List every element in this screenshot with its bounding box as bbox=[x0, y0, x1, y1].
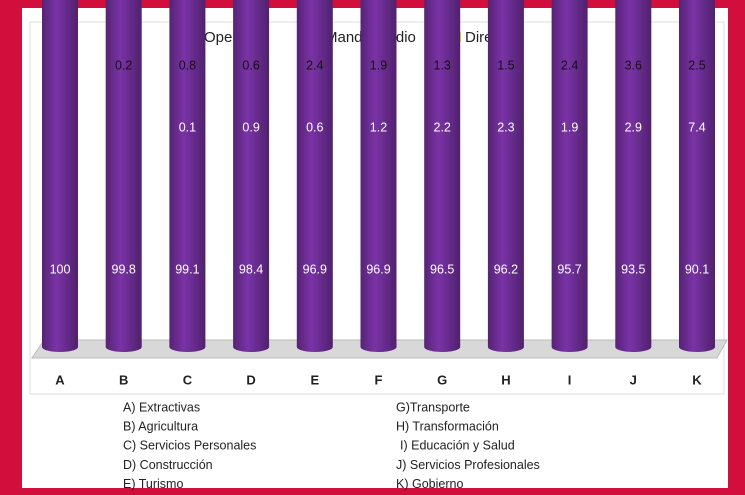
value-label: 2.9 bbox=[625, 120, 642, 134]
x-tick-label: K bbox=[692, 372, 702, 387]
x-tick-label: B bbox=[119, 372, 128, 387]
value-label: 1.9 bbox=[561, 120, 578, 134]
value-label: 0.6 bbox=[242, 58, 259, 72]
value-label: 1.5 bbox=[497, 58, 514, 72]
value-label: 1.2 bbox=[370, 120, 387, 134]
value-label: 96.9 bbox=[366, 262, 390, 276]
value-label: 98.4 bbox=[239, 262, 263, 276]
value-label: 2.3 bbox=[497, 120, 514, 134]
x-tick-label: H bbox=[501, 372, 510, 387]
value-label: 1.9 bbox=[370, 58, 387, 72]
bar-segment bbox=[679, 0, 715, 352]
bar-segment bbox=[105, 0, 142, 352]
x-tick-label: C bbox=[183, 372, 193, 387]
bar-segment bbox=[551, 0, 588, 352]
notes: A) Extractivas B) Agricultura C) Servicios… bbox=[123, 400, 540, 491]
bars: A 100 B 99.8 0.2 C 99.1 0.1 0.8 D 98.4 0.9 0.6 E 96.9 0… bbox=[42, 0, 715, 387]
bar-segment bbox=[487, 0, 524, 352]
category-note: A) Extractivas bbox=[123, 400, 200, 414]
bar-segment bbox=[169, 0, 206, 352]
value-label: 96.9 bbox=[303, 262, 327, 276]
category-note: K) Gobierno bbox=[396, 477, 463, 491]
value-label: 2.4 bbox=[561, 58, 578, 72]
category-note: D) Construcción bbox=[123, 458, 213, 472]
category-note: G)Transporte bbox=[396, 400, 470, 414]
value-label: 0.8 bbox=[179, 58, 196, 72]
x-tick-label: J bbox=[630, 372, 637, 387]
value-label: 2.2 bbox=[434, 120, 451, 134]
x-tick-label: E bbox=[310, 372, 319, 387]
value-label: 2.5 bbox=[688, 58, 705, 72]
value-label: 0.2 bbox=[115, 58, 132, 72]
value-label: 95.7 bbox=[557, 262, 581, 276]
bar-segment bbox=[424, 0, 461, 352]
bar-segment bbox=[296, 0, 333, 352]
category-note: C) Servicios Personales bbox=[123, 439, 256, 453]
bar-segment bbox=[615, 0, 652, 352]
bar-segment bbox=[42, 0, 78, 352]
x-tick-label: A bbox=[55, 372, 65, 387]
value-label: 0.6 bbox=[306, 120, 323, 134]
bar-segment bbox=[360, 0, 397, 352]
x-tick-label: G bbox=[437, 372, 447, 387]
x-tick-label: D bbox=[246, 372, 255, 387]
category-note: H) Transformación bbox=[396, 419, 499, 433]
x-tick-label: F bbox=[375, 372, 383, 387]
category-note: I) Educación y Salud bbox=[400, 439, 515, 453]
value-label: 7.4 bbox=[688, 120, 705, 134]
value-label: 99.1 bbox=[175, 262, 199, 276]
value-label: 2.4 bbox=[306, 58, 323, 72]
category-note: E) Turismo bbox=[123, 477, 183, 491]
value-label: 93.5 bbox=[621, 262, 645, 276]
x-tick-label: I bbox=[568, 372, 572, 387]
value-label: 0.9 bbox=[242, 120, 259, 134]
value-label: 90.1 bbox=[685, 262, 709, 276]
value-label: 3.6 bbox=[625, 58, 642, 72]
value-label: 96.5 bbox=[430, 262, 454, 276]
category-note: B) Agricultura bbox=[123, 419, 198, 433]
bar-segment bbox=[233, 0, 270, 352]
value-label: 96.2 bbox=[494, 262, 518, 276]
value-label: 100 bbox=[50, 262, 71, 276]
category-note: J) Servicios Profesionales bbox=[396, 458, 540, 472]
value-label: 0.1 bbox=[179, 120, 196, 134]
value-label: 1.3 bbox=[434, 58, 451, 72]
value-label: 99.8 bbox=[112, 262, 136, 276]
